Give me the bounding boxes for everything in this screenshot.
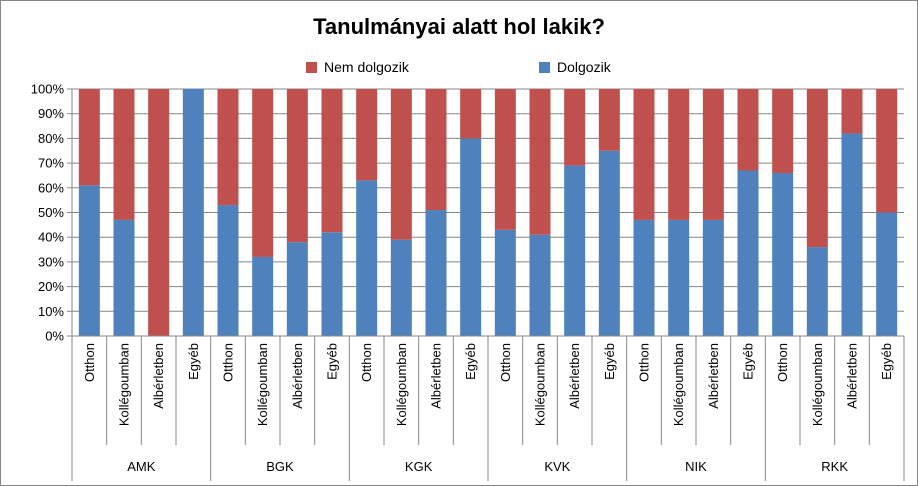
legend-swatch-dolgozik — [539, 61, 550, 73]
bar-dolgozik — [633, 219, 655, 336]
x-category-label: Otthon — [82, 343, 97, 382]
bar-dolgozik — [668, 219, 690, 336]
bar-nem-dolgozik — [702, 89, 724, 220]
bar-dolgozik — [772, 172, 794, 336]
bar-dolgozik — [113, 219, 135, 336]
y-tick-label: 0% — [45, 329, 64, 344]
bar-dolgozik — [390, 239, 412, 336]
x-group-label: AMK — [127, 459, 156, 474]
x-group-label: RKK — [821, 459, 848, 474]
y-tick-label: 100% — [31, 82, 65, 97]
bar-nem-dolgozik — [252, 89, 274, 257]
x-category-label: Albérletben — [290, 343, 305, 409]
bar-nem-dolgozik — [78, 89, 100, 186]
x-category-label: Egyéb — [879, 343, 894, 380]
bar-dolgozik — [876, 212, 898, 336]
x-category-label: Otthon — [221, 343, 236, 382]
x-group-label: BGK — [266, 459, 294, 474]
y-tick-label: 10% — [38, 304, 64, 319]
bar-nem-dolgozik — [113, 89, 135, 220]
x-category-label: Egyéb — [186, 343, 201, 380]
bar-dolgozik — [806, 247, 828, 336]
bar-dolgozik — [425, 210, 447, 336]
bar-nem-dolgozik — [286, 89, 308, 243]
bar-dolgozik — [529, 234, 551, 336]
x-category-label: Albérletben — [429, 343, 444, 409]
bar-dolgozik — [356, 180, 378, 336]
y-tick-label: 60% — [38, 180, 64, 195]
bar-dolgozik — [598, 150, 620, 336]
x-category-label: Otthon — [637, 343, 652, 382]
bar-nem-dolgozik — [841, 89, 863, 134]
x-category-label: Egyéb — [602, 343, 617, 380]
bar-dolgozik — [702, 219, 724, 336]
y-tick-label: 90% — [38, 106, 64, 121]
x-group-label: KGK — [405, 459, 433, 474]
bar-nem-dolgozik — [633, 89, 655, 220]
x-category-label: Albérletben — [567, 343, 582, 409]
bar-nem-dolgozik — [217, 89, 239, 206]
bar-dolgozik — [494, 229, 516, 336]
bar-nem-dolgozik — [356, 89, 378, 181]
x-category-label: Albérletben — [706, 343, 721, 409]
y-tick-label: 20% — [38, 279, 64, 294]
legend-label-nem-dolgozik: Nem dolgozik — [324, 59, 409, 75]
x-category-label: Kollégoumban — [394, 343, 409, 426]
bar-nem-dolgozik — [806, 89, 828, 248]
x-category-label: Kollégoumban — [810, 343, 825, 426]
x-group-label: KVK — [544, 459, 570, 474]
x-category-label: Kollégoumban — [533, 343, 548, 426]
x-category-label: Otthon — [775, 343, 790, 382]
bar-dolgozik — [564, 165, 586, 336]
x-category-label: Otthon — [498, 343, 513, 382]
bar-nem-dolgozik — [390, 89, 412, 240]
bar-nem-dolgozik — [494, 89, 516, 230]
bar-dolgozik — [217, 205, 239, 336]
bar-dolgozik — [182, 89, 204, 336]
x-category-label: Albérletben — [151, 343, 166, 409]
y-tick-label: 80% — [38, 131, 64, 146]
bar-nem-dolgozik — [425, 89, 447, 211]
x-category-label: Egyéb — [325, 343, 340, 380]
y-tick-label: 70% — [38, 156, 64, 171]
legend-item-nem-dolgozik: Nem dolgozik — [306, 58, 409, 76]
bar-nem-dolgozik — [529, 89, 551, 235]
legend-label-dolgozik: Dolgozik — [557, 59, 611, 75]
legend-item-dolgozik: Dolgozik — [539, 58, 611, 76]
bar-nem-dolgozik — [876, 89, 898, 213]
bar-nem-dolgozik — [148, 89, 170, 336]
bar-nem-dolgozik — [772, 89, 794, 173]
x-category-label: Egyéb — [741, 343, 756, 380]
bar-dolgozik — [252, 256, 274, 336]
bar-nem-dolgozik — [737, 89, 759, 171]
x-category-label: Otthon — [359, 343, 374, 382]
bar-nem-dolgozik — [564, 89, 586, 166]
chart-title: Tanulmányai alatt hol lakik? — [313, 14, 605, 39]
y-tick-label: 30% — [38, 254, 64, 269]
x-group-label: NIK — [685, 459, 707, 474]
x-category-label: Egyéb — [463, 343, 478, 380]
x-category-label: Kollégoumban — [671, 343, 686, 426]
x-category-label: Kollégoumban — [255, 343, 270, 426]
x-category-label: Kollégoumban — [117, 343, 132, 426]
legend-swatch-nem-dolgozik — [306, 61, 317, 73]
y-tick-label: 40% — [38, 230, 64, 245]
bar-dolgozik — [460, 138, 482, 336]
bar-nem-dolgozik — [668, 89, 690, 220]
bar-nem-dolgozik — [598, 89, 620, 151]
bar-dolgozik — [78, 185, 100, 336]
x-category-label: Albérletben — [845, 343, 860, 409]
bar-dolgozik — [321, 232, 343, 336]
bar-nem-dolgozik — [460, 89, 482, 139]
bar-dolgozik — [737, 170, 759, 336]
y-tick-label: 50% — [38, 205, 64, 220]
bar-nem-dolgozik — [321, 89, 343, 233]
bar-dolgozik — [841, 133, 863, 336]
bar-dolgozik — [286, 242, 308, 336]
